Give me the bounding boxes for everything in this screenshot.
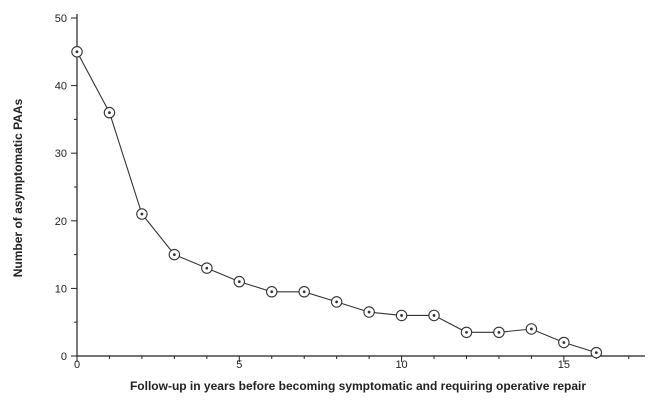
data-point	[233, 275, 246, 288]
data-point-dot	[205, 266, 209, 270]
data-point-dot	[75, 50, 79, 54]
data-point-dot	[108, 111, 111, 115]
data-point-dot	[465, 330, 468, 334]
data-point	[525, 323, 538, 335]
data-point	[265, 286, 278, 298]
data-point-dot	[172, 253, 176, 256]
data-point-dot	[335, 300, 339, 304]
data-markers	[71, 46, 603, 359]
data-point	[428, 309, 440, 322]
data-point-dot	[140, 212, 144, 216]
x-tick-label: 0	[74, 359, 80, 371]
y-axis-title: Number of asymptomatic PAAs	[11, 98, 25, 277]
x-axis-title: Follow-up in years before becoming sympt…	[130, 379, 586, 393]
y-tick-label: 40	[55, 81, 67, 93]
x-tick-label: 10	[395, 359, 407, 371]
x-tick-label: 5	[236, 359, 242, 371]
data-point	[558, 336, 570, 349]
data-point	[103, 106, 116, 119]
data-point	[493, 326, 505, 339]
data-point-dot	[594, 351, 598, 355]
data-point-dot	[497, 330, 501, 334]
data-point-dot	[302, 290, 306, 294]
data-point	[201, 262, 213, 274]
y-tick-label: 10	[55, 283, 67, 295]
data-point-dot	[530, 327, 533, 331]
data-point	[168, 248, 181, 261]
data-point	[590, 346, 603, 359]
x-tick-label: 15	[558, 359, 570, 371]
data-point-dot	[270, 290, 274, 294]
data-point	[460, 326, 473, 339]
data-point-dot	[432, 314, 436, 317]
y-tick-label: 30	[55, 148, 67, 160]
data-point-dot	[400, 314, 403, 317]
data-point	[71, 46, 83, 58]
data-point	[363, 306, 375, 318]
data-point	[136, 208, 148, 220]
data-point-dot	[562, 341, 566, 344]
data-point-dot	[367, 310, 371, 314]
y-tick-label: 0	[61, 351, 67, 363]
y-tick-label: 50	[55, 13, 67, 25]
data-point	[298, 286, 310, 298]
chart-axes	[76, 14, 645, 357]
chart-ticks: 0 10 20 30 40 50 0 5 10 15	[55, 13, 630, 371]
data-point	[395, 309, 408, 322]
data-point	[330, 296, 343, 308]
y-tick-label: 20	[55, 216, 67, 228]
data-point-dot	[237, 280, 241, 284]
